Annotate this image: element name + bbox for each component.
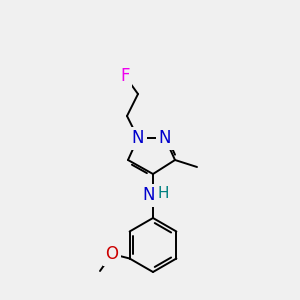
Text: F: F	[120, 67, 130, 85]
Text: N: N	[143, 186, 155, 204]
Text: H: H	[157, 185, 169, 200]
Text: N: N	[159, 129, 171, 147]
Text: N: N	[132, 129, 144, 147]
Text: O: O	[106, 245, 118, 263]
